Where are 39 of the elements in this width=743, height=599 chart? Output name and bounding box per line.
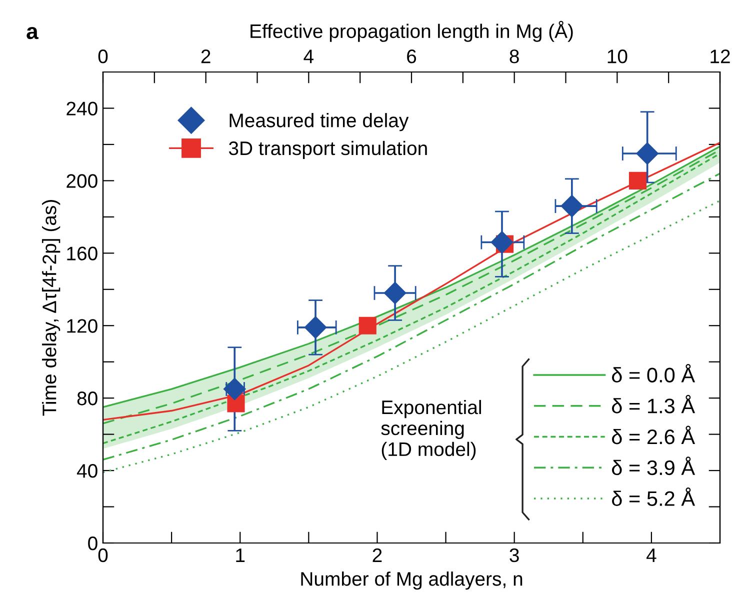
y-tick-label: 240 <box>66 102 98 116</box>
y-tick-label: 40 <box>76 464 98 478</box>
legend-label: 3D transport simulation <box>228 140 427 160</box>
x2-tick-label: 12 <box>710 50 730 64</box>
y-axis-title: Time delay, Δτ[4f-2p] (as) <box>42 200 60 416</box>
x-tick-label: 2 <box>372 548 382 562</box>
point <box>358 316 376 334</box>
legend-label: δ = 2.6 Å <box>612 426 696 444</box>
legend-label: δ = 3.9 Å <box>612 456 696 476</box>
legend-title: Exponential screening (1D model) <box>381 400 481 460</box>
point <box>636 142 659 165</box>
y-tick-label: 120 <box>67 319 98 333</box>
x-tick-label: 4 <box>646 548 656 562</box>
point <box>490 230 514 254</box>
x2-tick-label: 2 <box>201 50 210 64</box>
x-tick-label: 0 <box>98 548 108 562</box>
x2-tick-label: 6 <box>407 50 416 64</box>
legend-label: Measured time delay <box>230 113 409 132</box>
text: a <box>26 26 39 40</box>
y-tick-label: 80 <box>77 392 98 406</box>
y-tick-label: 0 <box>88 536 98 550</box>
point <box>223 378 246 400</box>
point <box>384 282 406 304</box>
point <box>628 172 647 190</box>
legend-label: δ = 1.3 Å <box>612 394 696 414</box>
x2-tick-label: 10 <box>608 50 628 64</box>
legend-label: δ = 5.2 Å <box>612 488 696 506</box>
x-tick-label: 1 <box>236 548 245 562</box>
x-axis-title: Number of Mg adlayers, n <box>301 572 522 590</box>
x-tick-label: 3 <box>510 548 519 562</box>
x2-tick-label: 0 <box>98 50 108 64</box>
x2-tick-label: 4 <box>304 50 314 64</box>
point <box>304 316 327 339</box>
legend-label: δ = 0.0 Å <box>612 364 696 382</box>
x2-axis-title: Effective propagation length in Mg (Å) <box>250 20 573 42</box>
point <box>560 194 584 218</box>
y-tick-label: 200 <box>66 174 98 188</box>
y-tick-label: 160 <box>67 246 98 260</box>
x2-tick-label: 8 <box>510 50 519 64</box>
